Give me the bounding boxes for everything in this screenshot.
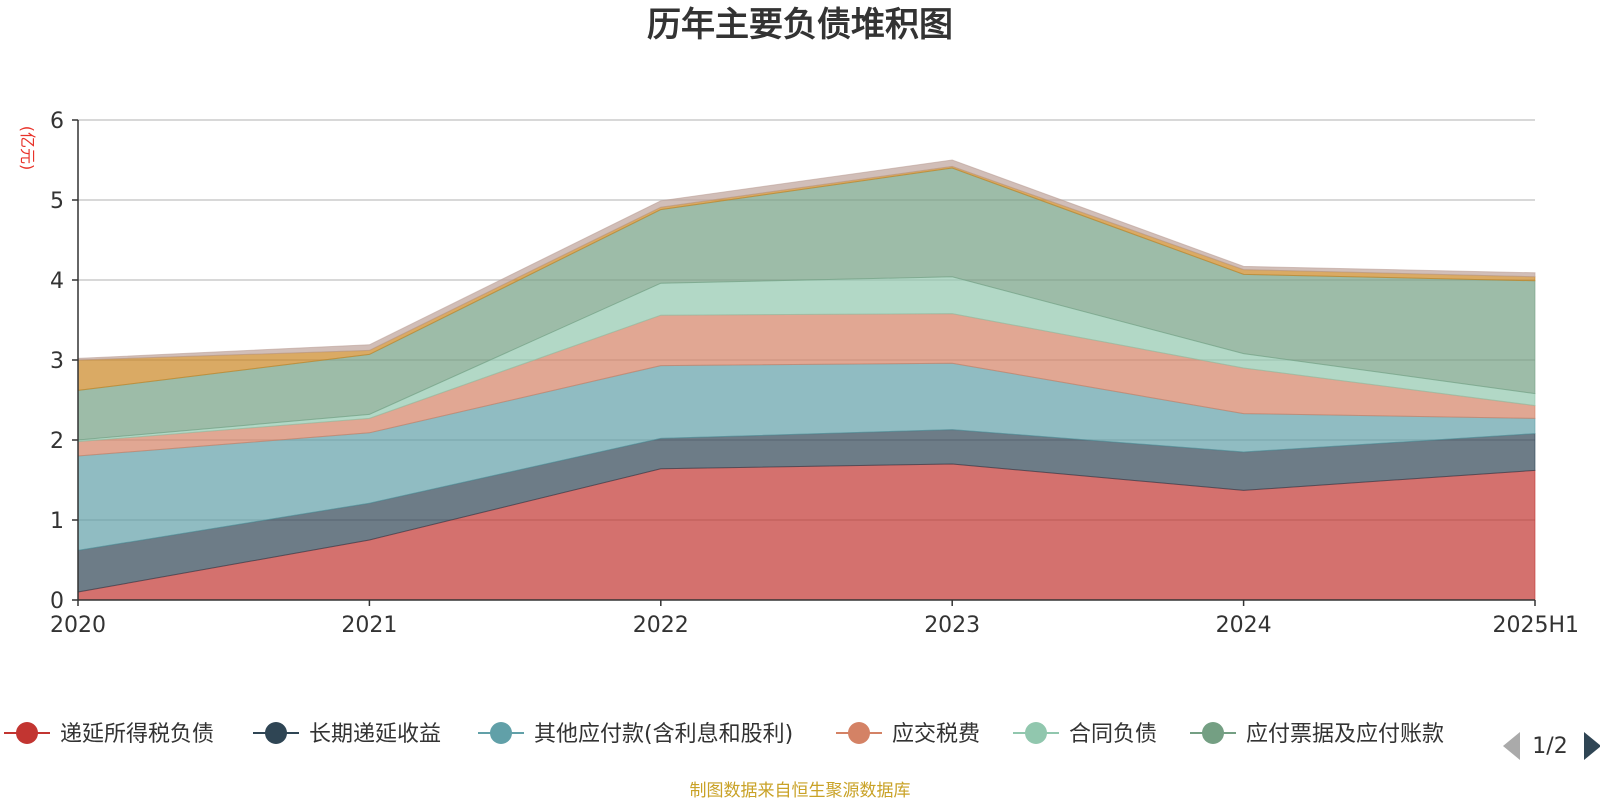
legend-label: 合同负债 [1069,722,1157,747]
legend-label: 应付票据及应付账款 [1246,722,1444,747]
legend-marker [1025,722,1047,744]
legend-page-indicator: 1/2 [1532,734,1567,759]
legend-item[interactable]: 递延所得税负债 [4,722,214,747]
x-tick-label: 2024 [1216,613,1272,638]
legend-marker [265,722,287,744]
y-tick-label: 6 [50,109,64,134]
x-tick-label: 2025H1 [1492,613,1579,638]
y-tick-label: 4 [50,269,64,294]
legend[interactable]: 递延所得税负债 长期递延收益 其他应付款(含利息和股利) 应交税费 合同负债 应付票据及应… [4,722,1444,747]
legend-marker [490,722,512,744]
axes: 0 1 2 3 4 5 6 2020 2021 2022 2023 2024 2025H1 [50,109,1579,638]
y-tick-label: 5 [50,189,64,214]
source-note: 制图数据来自恒生聚源数据库 [690,781,911,800]
x-tick-label: 2022 [633,613,689,638]
x-tick-label: 2020 [50,613,106,638]
stacked-areas [77,159,1536,601]
legend-item[interactable]: 应交税费 [836,722,980,747]
legend-marker [16,722,38,744]
y-tick-label: 1 [50,509,64,534]
legend-item[interactable]: 合同负债 [1013,722,1157,747]
area-series-7[interactable] [77,159,1536,361]
legend-marker [1202,722,1224,744]
legend-marker [848,722,870,744]
triangle-right-icon[interactable] [1584,732,1600,760]
x-tick-label: 2023 [924,613,980,638]
x-tick-label: 2021 [341,613,397,638]
legend-label: 递延所得税负债 [60,722,214,747]
y-tick-label: 0 [50,589,64,614]
legend-label: 其他应付款(含利息和股利) [534,722,793,747]
y-tick-label: 3 [50,349,64,374]
legend-label: 应交税费 [892,722,980,747]
legend-item[interactable]: 长期递延收益 [253,722,441,747]
legend-label: 长期递延收益 [309,722,441,747]
y-axis-unit: (亿元) [18,126,37,171]
chart-title: 历年主要负债堆积图 [647,5,953,45]
legend-item[interactable]: 应付票据及应付账款 [1190,722,1444,747]
legend-pager: 1/2 [1503,732,1600,760]
y-tick-label: 2 [50,429,64,454]
triangle-left-icon[interactable] [1503,732,1520,760]
legend-item[interactable]: 其他应付款(含利息和股利) [478,722,793,747]
